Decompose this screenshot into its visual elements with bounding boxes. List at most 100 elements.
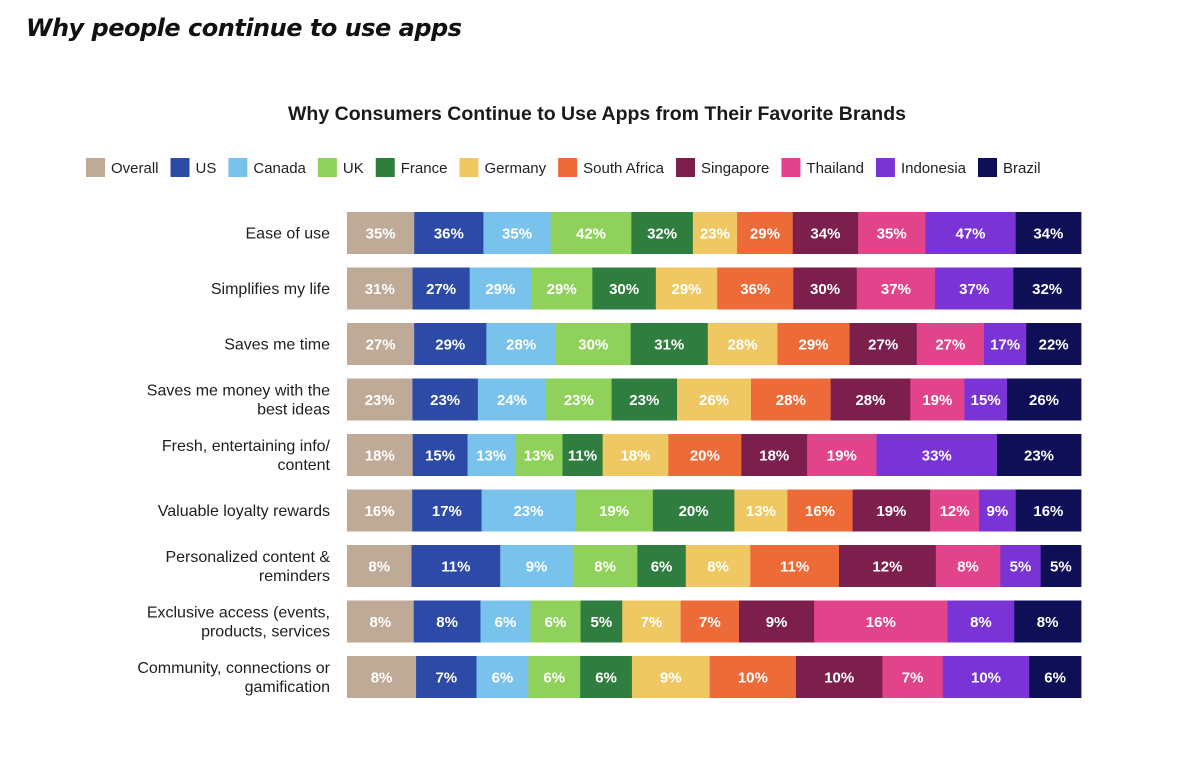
data-label-overall: 8%	[368, 559, 390, 576]
data-label-france: 32%	[647, 226, 677, 243]
bar-segment-indonesia	[947, 600, 1015, 643]
bar-segment-brazil	[1013, 267, 1082, 310]
category-label-line: reminders	[259, 568, 330, 585]
bar-segment-uk	[550, 212, 632, 254]
bar-segment-overall	[347, 212, 415, 254]
data-label-canada: 23%	[513, 503, 543, 520]
data-label-uk: 19%	[599, 503, 629, 520]
legend-item-indonesia: Indonesia	[875, 158, 967, 177]
bar-segment-thailand	[935, 545, 1001, 587]
bar-row: 16% 17% 23% 19% 20% 13% 16% 19% 12% 9% 16%	[347, 489, 1082, 532]
bar-segment-us	[412, 267, 471, 310]
data-label-canada: 24%	[497, 392, 527, 409]
bar-segment-france	[562, 434, 604, 476]
bar-segment-us	[412, 489, 482, 532]
bar-segment-germany	[685, 545, 751, 587]
bar-segment-thailand	[916, 323, 985, 365]
legend-item-germany: Germany	[459, 158, 547, 177]
bar-segment-us	[414, 212, 484, 254]
bar-segment-brazil	[1007, 378, 1082, 421]
bar-segment-us	[413, 600, 481, 643]
data-label-indonesia: 5%	[1010, 559, 1032, 576]
bar-segment-canada	[477, 378, 547, 421]
bar-segment-brazil	[1040, 545, 1082, 587]
bar-segment-south-africa	[777, 323, 851, 365]
category-label-line: Saves me money with the	[147, 383, 330, 400]
data-label-us: 27%	[426, 281, 456, 298]
category-label-line: Community, connections or	[137, 660, 330, 677]
bar-segment-singapore	[796, 656, 883, 698]
bar-segment-singapore	[830, 378, 911, 421]
chart-title: Why Consumers Continue to Use Apps from …	[288, 103, 906, 125]
bar-segment-uk	[531, 267, 593, 310]
bar-segment-canada	[500, 545, 574, 587]
bar-row: 18% 15% 13% 13% 11% 18% 20% 18% 19% 33% 23%	[347, 434, 1082, 476]
data-label-thailand: 19%	[827, 448, 857, 465]
bar-segment-germany	[655, 267, 718, 310]
bar-segment-france	[580, 656, 633, 698]
category-label-valuable-loyalty-rewards: Valuable loyalty rewards	[158, 503, 330, 520]
data-label-brazil: 26%	[1029, 392, 1059, 409]
bar-segment-brazil	[1015, 489, 1082, 532]
bar-segment-brazil	[1029, 656, 1082, 698]
legend-swatch-us	[170, 158, 190, 177]
data-label-france: 23%	[629, 392, 659, 409]
data-label-indonesia: 47%	[956, 226, 986, 243]
legend-item-brazil: Brazil	[978, 158, 1041, 177]
data-label-canada: 6%	[495, 614, 517, 631]
category-label-line: Ease of use	[246, 226, 331, 243]
bar-segment-south-africa	[668, 434, 742, 476]
category-label-saves-me-money-with-the-best-ideas: Saves me money with the best ideas	[147, 383, 330, 419]
data-label-france: 5%	[591, 614, 613, 631]
bar-segment-germany	[692, 212, 738, 254]
bar-segment-south-africa	[750, 378, 832, 421]
data-label-overall: 8%	[370, 614, 392, 631]
bar-segment-us	[411, 545, 501, 587]
category-label-saves-me-time: Saves me time	[224, 337, 330, 354]
data-label-singapore: 18%	[759, 448, 789, 465]
bar-segment-thailand	[930, 489, 980, 532]
data-label-germany: 23%	[700, 226, 730, 243]
legend-label-us: US	[196, 160, 217, 177]
data-label-france: 11%	[568, 448, 597, 465]
bar-segment-france	[592, 267, 657, 310]
category-label-line: Simplifies my life	[211, 281, 330, 298]
legend-label-france: France	[401, 160, 448, 177]
bar-segment-indonesia	[935, 267, 1014, 310]
data-label-singapore: 9%	[766, 614, 788, 631]
category-labels: Ease of use Simplifies my life Saves me ti…	[137, 226, 330, 697]
legend-swatch-brazil	[978, 158, 998, 177]
bar-segment-germany	[707, 323, 778, 365]
bar-segment-thailand	[856, 267, 936, 310]
data-label-south-africa: 16%	[805, 503, 835, 520]
bar-segment-us	[412, 378, 479, 421]
bar-segment-south-africa	[737, 212, 794, 254]
legend-item-france: France	[375, 158, 448, 177]
category-label-line: best ideas	[257, 402, 330, 419]
data-label-germany: 13%	[746, 503, 776, 520]
legend-swatch-germany	[459, 158, 479, 177]
bar-segment-indonesia	[1000, 545, 1042, 587]
data-label-us: 7%	[435, 670, 457, 687]
data-label-overall: 8%	[371, 670, 393, 687]
data-label-uk: 6%	[543, 670, 565, 687]
data-label-germany: 28%	[728, 337, 758, 354]
legend-swatch-indonesia	[875, 158, 895, 177]
bar-segment-indonesia	[925, 212, 1017, 254]
data-label-south-africa: 28%	[776, 392, 806, 409]
bar-segment-germany	[602, 434, 669, 476]
category-label-line: content	[278, 457, 331, 474]
data-label-canada: 9%	[526, 559, 548, 576]
data-label-uk: 23%	[564, 392, 594, 409]
bar-segment-germany	[622, 600, 682, 643]
data-label-south-africa: 36%	[740, 281, 770, 298]
category-label-line: Valuable loyalty rewards	[158, 503, 330, 520]
legend-swatch-singapore	[676, 158, 696, 177]
category-label-line: Exclusive access (events,	[147, 605, 330, 622]
category-label-line: gamification	[245, 679, 330, 696]
bar-segment-france	[630, 323, 709, 365]
data-label-us: 8%	[436, 614, 458, 631]
bar-row: 8% 11% 9% 8% 6% 8% 11% 12% 8% 5% 5%	[347, 545, 1082, 587]
bar-row: 35% 36% 35% 42% 32% 23% 29% 34% 35% 47% 34%	[347, 212, 1082, 254]
bar-segment-france	[637, 545, 687, 587]
